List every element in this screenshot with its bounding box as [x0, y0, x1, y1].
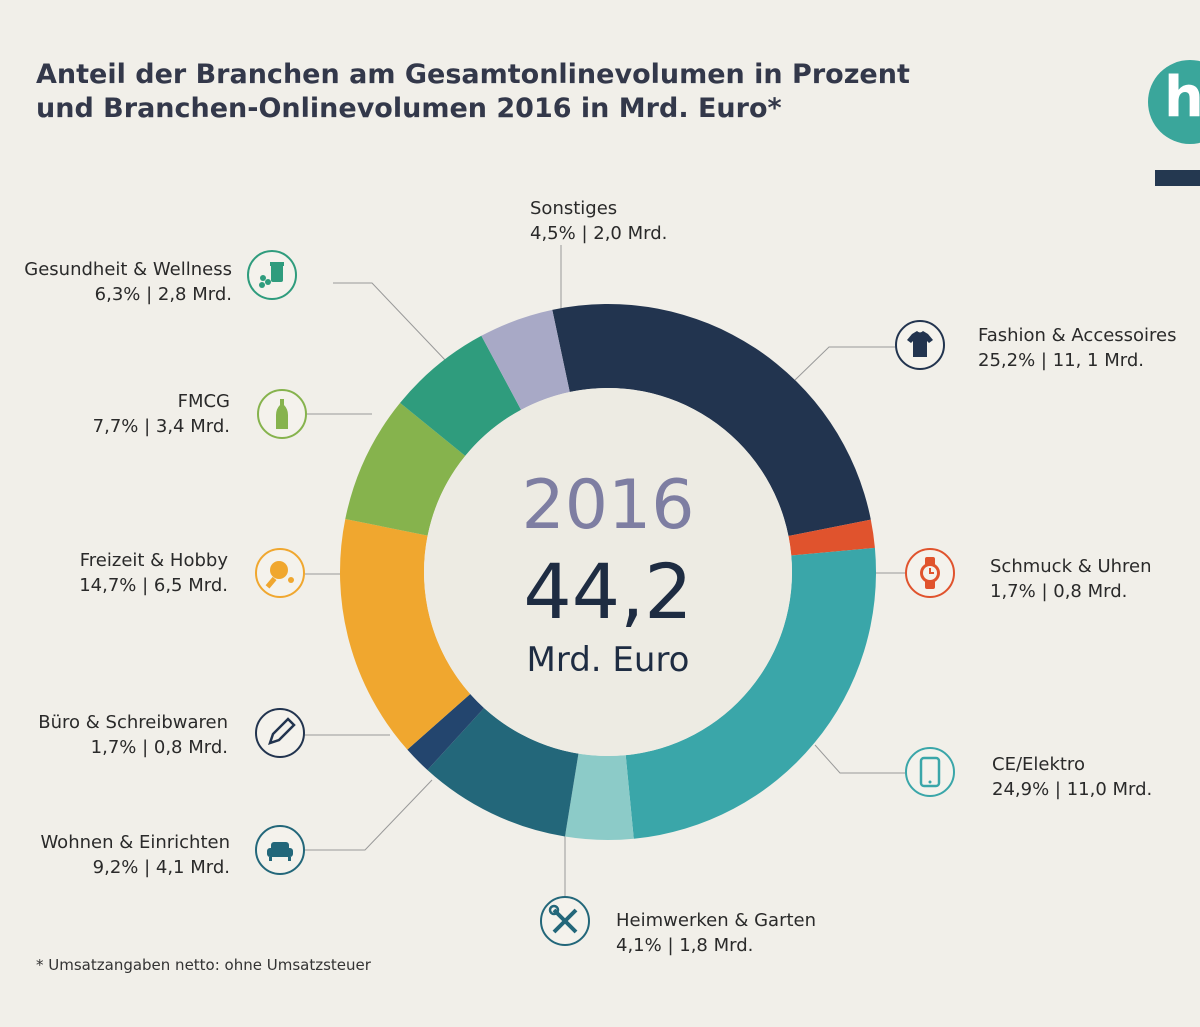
slice-schmuck — [788, 519, 875, 556]
label-heimwerken-name: Heimwerken & Garten — [616, 910, 817, 931]
label-wohnen-name: Wohnen & Einrichten — [40, 832, 230, 853]
bottle-icon — [257, 389, 307, 439]
label-fmcg: FMCG 7,7% | 3,4 Mrd. — [93, 389, 230, 439]
donut-hole — [424, 388, 792, 756]
donut-slices — [340, 304, 876, 841]
slice-fashion — [552, 304, 871, 537]
leader-lines — [305, 245, 905, 900]
label-freizeit: Freizeit & Hobby 14,7% | 6,5 Mrd. — [79, 548, 228, 598]
center-year: 2016 — [521, 466, 694, 545]
center-unit: Mrd. Euro — [527, 640, 690, 680]
label-schmuck-value: 1,7% | 0,8 Mrd. — [990, 581, 1128, 602]
label-sonstiges-value: 4,5% | 2,0 Mrd. — [530, 223, 668, 244]
slice-heimwerken — [564, 753, 634, 841]
label-buero: Büro & Schreibwaren 1,7% | 0,8 Mrd. — [38, 710, 228, 760]
slice-gesundheit — [400, 335, 522, 456]
wellness-icon — [247, 250, 297, 300]
label-heimwerken: Heimwerken & Garten 4,1% | 1,8 Mrd. — [616, 908, 816, 958]
leader-line-gesundheit — [333, 282, 448, 363]
label-wohnen-value: 9,2% | 4,1 Mrd. — [92, 857, 230, 878]
tshirt-icon — [895, 320, 945, 370]
pencil-icon — [255, 708, 305, 758]
slice-wohnen — [427, 707, 579, 837]
label-schmuck-name: Schmuck & Uhren — [990, 556, 1152, 577]
leader-line-ce — [814, 744, 905, 774]
tools-icon — [540, 896, 590, 946]
leader-line-fashion — [794, 346, 895, 381]
label-ce-value: 24,9% | 11,0 Mrd. — [992, 779, 1153, 800]
slice-fmcg — [345, 402, 466, 536]
label-fashion-name: Fashion & Accessoires — [978, 325, 1177, 346]
footnote: * Umsatzangaben netto: ohne Umsatzsteuer — [36, 956, 371, 974]
label-freizeit-value: 14,7% | 6,5 Mrd. — [79, 575, 228, 596]
label-gesundheit-name: Gesundheit & Wellness — [24, 259, 232, 280]
label-wohnen: Wohnen & Einrichten 9,2% | 4,1 Mrd. — [40, 830, 230, 880]
tablet-icon — [905, 747, 955, 797]
table-tennis-icon — [255, 548, 305, 598]
chart-title: Anteil der Branchen am Gesamtonlinevolum… — [36, 58, 996, 126]
label-freizeit-name: Freizeit & Hobby — [79, 550, 228, 571]
label-buero-name: Büro & Schreibwaren — [38, 712, 228, 733]
armchair-icon — [255, 825, 305, 875]
leader-line-wohnen — [305, 779, 433, 851]
title-line-2: und Branchen-Onlinevolumen 2016 in Mrd. … — [36, 93, 782, 124]
slice-sonstiges — [481, 309, 570, 410]
label-sonstiges: Sonstiges 4,5% | 2,0 Mrd. — [530, 196, 667, 246]
label-fmcg-value: 7,7% | 3,4 Mrd. — [92, 416, 230, 437]
label-gesundheit-value: 6,3% | 2,8 Mrd. — [94, 284, 232, 305]
brand-bar-decoration — [1155, 170, 1200, 186]
label-ce: CE/Elektro 24,9% | 11,0 Mrd. — [992, 752, 1152, 802]
slice-freizeit — [340, 519, 471, 750]
watch-icon — [905, 548, 955, 598]
title-line-1: Anteil der Branchen am Gesamtonlinevolum… — [36, 59, 910, 90]
label-gesundheit: Gesundheit & Wellness 6,3% | 2,8 Mrd. — [24, 257, 232, 307]
label-schmuck: Schmuck & Uhren 1,7% | 0,8 Mrd. — [990, 554, 1152, 604]
label-buero-value: 1,7% | 0,8 Mrd. — [90, 737, 228, 758]
label-fashion: Fashion & Accessoires 25,2% | 11, 1 Mrd. — [978, 323, 1177, 373]
label-heimwerken-value: 4,1% | 1,8 Mrd. — [616, 935, 754, 956]
center-total: 44,2 — [523, 547, 692, 636]
label-ce-name: CE/Elektro — [992, 754, 1085, 775]
label-fmcg-name: FMCG — [177, 391, 230, 412]
slice-ce — [625, 547, 876, 839]
slice-buero — [407, 693, 485, 771]
label-sonstiges-name: Sonstiges — [530, 198, 618, 219]
label-fashion-value: 25,2% | 11, 1 Mrd. — [978, 350, 1144, 371]
